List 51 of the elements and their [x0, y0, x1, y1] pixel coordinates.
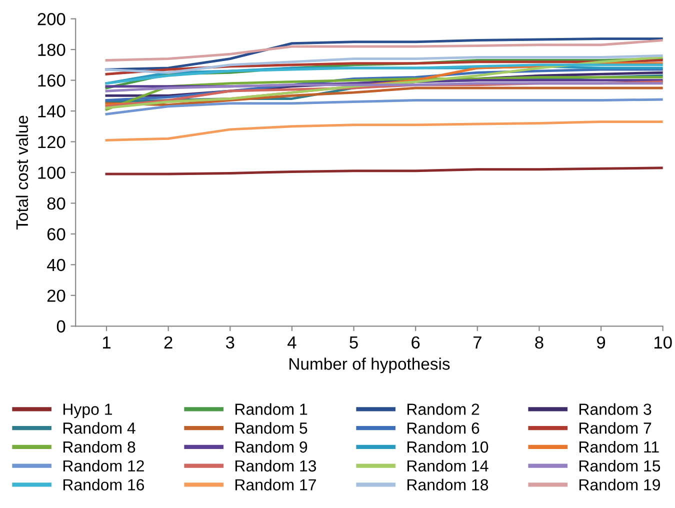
y-tick-label: 0 — [56, 320, 66, 333]
x-tick-label: 6 — [412, 336, 420, 349]
y-axis-title: Total cost value — [16, 116, 28, 230]
x-tick-label: 1 — [103, 336, 110, 348]
legend-label: Hypo 1 — [63, 404, 112, 418]
line-series — [105, 98, 663, 116]
legend-label: Random 16 — [63, 478, 144, 490]
y-tick-label: 80 — [47, 197, 66, 210]
legend-label: Random 5 — [235, 422, 308, 434]
x-tick-label: 8 — [535, 336, 544, 349]
x-tick-label: 5 — [350, 336, 358, 349]
line-series — [105, 38, 663, 71]
legend-label: Random 8 — [63, 440, 136, 453]
legend-label: Random 10 — [407, 440, 488, 453]
legend-label: Random 12 — [63, 460, 144, 472]
line-series — [105, 39, 663, 62]
line-series — [105, 166, 663, 176]
legend-label: Random 6 — [407, 422, 480, 434]
y-tick-label: 180 — [38, 44, 66, 56]
y-tick-label: 100 — [38, 166, 66, 179]
legend-label: Random 1 — [235, 403, 308, 415]
legend-label: Random 11 — [580, 440, 659, 453]
y-tick-label: 20 — [47, 290, 66, 302]
line-series — [105, 82, 663, 92]
line-series — [105, 120, 663, 142]
legend-label: Random 18 — [407, 478, 488, 490]
legend-label: Random 13 — [235, 460, 316, 472]
legend-label: Random 14 — [407, 460, 488, 472]
x-axis-title: Number of hypothesis — [290, 358, 450, 374]
x-tick-label: 10 — [654, 336, 672, 349]
y-tick-label: 200 — [38, 12, 66, 26]
x-tick-label: 9 — [597, 336, 606, 349]
line-series — [105, 54, 663, 74]
y-tick-label: 40 — [46, 258, 66, 272]
legend-label: Random 19 — [580, 478, 660, 490]
legend-label: Random 2 — [407, 403, 480, 415]
y-tick-label: 120 — [38, 136, 66, 148]
legend-label: Random 4 — [63, 422, 136, 434]
y-tick-label: 140 — [38, 105, 66, 118]
legend-label: Random 15 — [580, 460, 660, 472]
legend-label: Random 17 — [235, 478, 316, 490]
y-tick-label: 160 — [38, 74, 66, 87]
legend-label: Random 7 — [580, 422, 652, 434]
x-tick-label: 7 — [473, 336, 482, 348]
y-tick-label: 60 — [47, 228, 66, 240]
x-tick-label: 4 — [288, 336, 296, 348]
legend-label: Random 3 — [580, 403, 652, 415]
line-series — [105, 86, 663, 106]
x-tick-label: 3 — [226, 336, 234, 349]
x-tick-label: 2 — [164, 336, 172, 348]
legend-label: Random 9 — [235, 440, 308, 453]
